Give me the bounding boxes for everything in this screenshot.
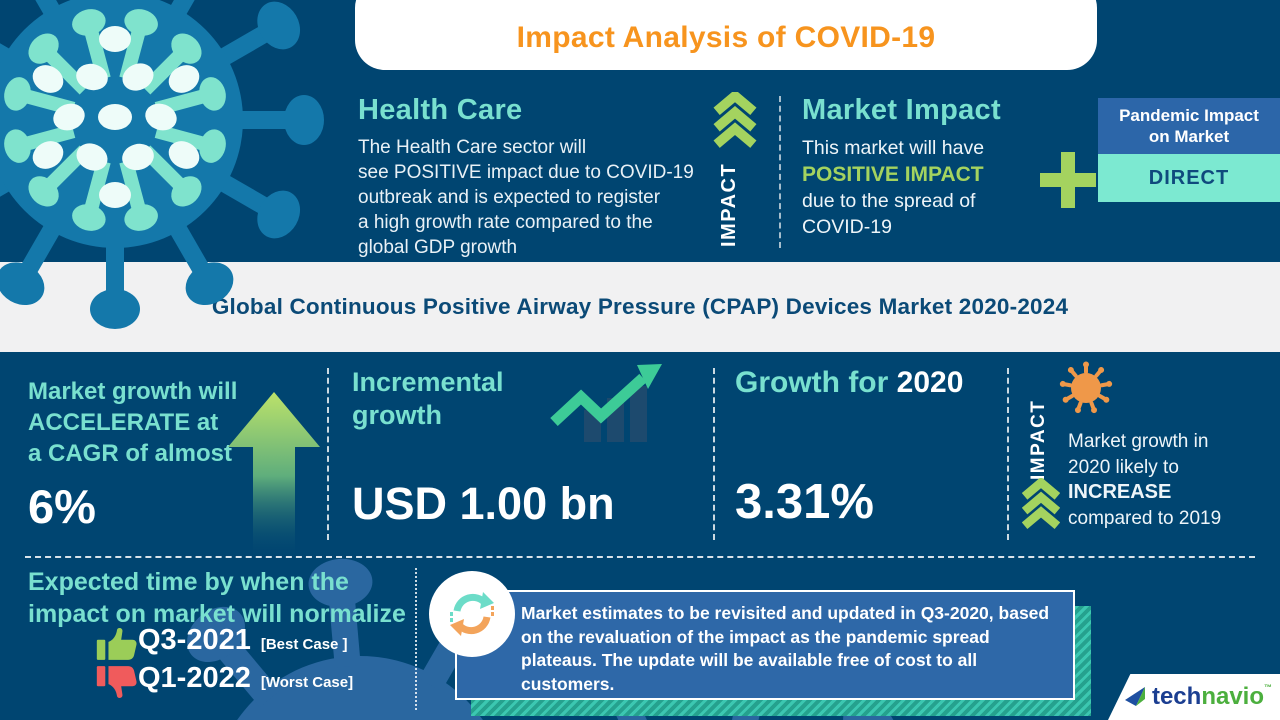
chevron-up-triple-icon [713, 89, 757, 148]
health-care-text-line: a high growth rate compared to the [358, 212, 653, 233]
growth-2020-year: 2020 [896, 366, 964, 399]
best-case-value: Q3-2021 [138, 624, 251, 656]
refresh-badge [429, 571, 515, 657]
divider-vertical [327, 368, 329, 540]
market-title: Global Continuous Positive Airway Pressu… [211, 294, 1069, 319]
best-case-row: Q3-2021 [Best Case ] [96, 624, 348, 660]
title-banner: Impact Analysis of COVID-19 [355, 0, 1097, 70]
divider-vertical [1007, 368, 1009, 540]
growth-2020-label: Growth for [735, 366, 889, 399]
health-care-section: Health Care The Health Care sector will … [358, 94, 710, 260]
market-impact-line: due to the spread of [802, 190, 976, 212]
plus-icon [1040, 152, 1096, 208]
worst-case-tag: [Worst Case] [260, 674, 354, 691]
refresh-icon [450, 592, 494, 636]
thumbs-up-icon [96, 628, 137, 660]
growth-2020-value: 3.31% [735, 475, 874, 529]
impact-2020-line: Market growth in [1068, 431, 1209, 452]
impact-indicator-mid: IMPACT [1022, 388, 1056, 480]
pandemic-impact-header: Pandemic Impact on Market [1098, 98, 1280, 154]
impact-2020-highlight: INCREASE [1068, 481, 1172, 503]
virus-icon [1059, 361, 1113, 414]
worst-case-value: Q1-2022 [138, 662, 251, 694]
normalize-title: Expected time by when the impact on mark… [28, 568, 406, 628]
market-impact-section: Market Impact This market will have POSI… [802, 94, 1052, 240]
note-text: Market estimates to be revisited and upd… [521, 603, 1050, 694]
cagr-value: 6% [28, 480, 96, 533]
market-impact-highlight: POSITIVE IMPACT [802, 163, 984, 186]
health-care-text-line: The Health Care sector will [358, 137, 587, 158]
market-impact-line: COVID-19 [802, 216, 892, 238]
market-impact-title: Market Impact [802, 94, 1001, 126]
impact-label: IMPACT [718, 162, 740, 247]
growth-2020-section: Growth for 2020 3.31% [735, 366, 1005, 529]
health-care-title: Health Care [358, 94, 523, 126]
pandemic-impact-value: DIRECT [1098, 154, 1280, 202]
page-title: Impact Analysis of COVID-19 [516, 21, 936, 54]
incremental-growth-section: Incremental growth USD 1.00 bn [352, 366, 615, 529]
impact-2020-section: Market growth in 2020 likely to INCREASE… [1068, 429, 1280, 531]
impact-label: IMPACT [1028, 399, 1049, 480]
divider-horizontal [25, 556, 1255, 558]
cagr-text-line: Market growth will [28, 378, 238, 405]
technavio-logo: technavio™ [1108, 674, 1280, 720]
logo-text-navio: navio [1201, 683, 1264, 710]
thumbs-down-icon [96, 666, 137, 698]
cagr-text-line: ACCELERATE at [28, 409, 219, 436]
health-care-text-line: see POSITIVE impact due to COVID-19 [358, 162, 694, 183]
cagr-text-line: a CAGR of almost [28, 440, 233, 467]
impact-indicator-top: IMPACT [712, 89, 758, 247]
pandemic-impact-box: Pandemic Impact on Market DIRECT [1098, 98, 1280, 202]
worst-case-row: Q1-2022 [Worst Case] [96, 662, 354, 698]
divider-vertical [713, 368, 715, 540]
divider-vertical-bottom [415, 568, 417, 710]
health-care-text-line: outbreak and is expected to register [358, 187, 661, 208]
incremental-value: USD 1.00 bn [352, 478, 615, 529]
trend-line-chart-icon [550, 364, 662, 442]
market-title-band: Global Continuous Positive Airway Pressu… [0, 262, 1280, 352]
best-case-tag: [Best Case ] [260, 636, 348, 653]
health-care-text-line: global GDP growth [358, 237, 518, 258]
technavio-arrow-icon [1124, 687, 1145, 706]
logo-trademark: ™ [1264, 683, 1272, 692]
divider-vertical-top [779, 96, 781, 248]
impact-2020-line: compared to 2019 [1068, 507, 1222, 529]
incremental-title-line: Incremental [352, 367, 504, 397]
note-box: Market estimates to be revisited and upd… [455, 590, 1075, 700]
market-impact-line: This market will have [802, 137, 985, 159]
chevron-up-triple-icon [1022, 478, 1060, 530]
cagr-section: Market growth will ACCELERATE at a CAGR … [28, 376, 237, 534]
growth-arrow-up-icon [228, 392, 320, 560]
logo-text-tech: tech [1151, 683, 1202, 710]
impact-2020-line: 2020 likely to [1068, 456, 1179, 478]
incremental-title-line: growth [352, 400, 442, 430]
